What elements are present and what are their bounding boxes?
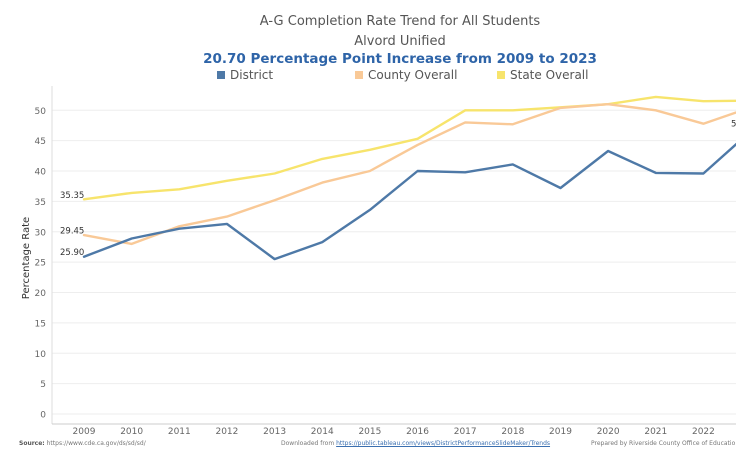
x-tick-label: 2017	[454, 427, 477, 437]
legend-swatch-county	[355, 71, 363, 79]
x-tick-label: 2020	[597, 427, 620, 437]
footer-downloaded-prefix: Downloaded from	[281, 440, 335, 447]
x-tick-label: 2010	[120, 427, 143, 437]
line-chart: 0 5 10 15 20 25 30 35 40 45 50 2009 2010 2011 2012 2013…	[21, 86, 736, 437]
x-tick-label: 2021	[644, 427, 667, 437]
series-line-county-overall[interactable]	[82, 102, 736, 246]
x-tick-label: 2011	[168, 427, 191, 437]
legend-label-state: State Overall	[510, 68, 589, 82]
legend-swatch-district	[217, 71, 225, 79]
series-line-state-overall[interactable]	[82, 95, 736, 201]
footer-source: Source: https://www.cde.ca.gov/ds/sd/sd/	[19, 440, 146, 447]
chart-subtitle-increase: 20.70 Percentage Point Increase from 200…	[203, 51, 597, 67]
y-tick-label: 5	[40, 380, 46, 390]
legend-item-county[interactable]: County Overall	[355, 68, 457, 82]
x-tick-label: 2014	[311, 427, 334, 437]
data-label-start-district: 25.90	[60, 248, 84, 258]
legend-label-district: District	[230, 68, 274, 82]
data-label-start-county-overall: 29.45	[60, 227, 84, 237]
footer-source-label: Source:	[19, 440, 45, 447]
x-tick-label: 2009	[73, 427, 96, 437]
y-tick-label: 30	[35, 228, 47, 238]
x-tick-label: 2013	[263, 427, 286, 437]
y-axis-label: Percentage Rate	[21, 217, 32, 299]
y-tick-label: 25	[35, 259, 46, 269]
footer-source-url: https://www.cde.ca.gov/ds/sd/sd/	[46, 440, 146, 447]
y-tick-label: 15	[35, 319, 46, 329]
footer-prepared-by: Prepared by Riverside County Office of E…	[591, 440, 736, 447]
legend-label-county: County Overall	[368, 68, 458, 82]
y-tick-label: 20	[35, 289, 47, 299]
data-label-end-county-overall: 5	[731, 120, 736, 130]
footer-downloaded: Downloaded from https://public.tableau.c…	[281, 440, 550, 447]
x-tick-label: 2015	[358, 427, 381, 437]
footer-downloaded-link[interactable]: https://public.tableau.com/views/Distric…	[336, 440, 551, 447]
y-tick-label: 40	[35, 168, 47, 178]
y-tick-label: 45	[35, 137, 46, 147]
y-tick-label: 50	[35, 107, 47, 117]
y-tick-label: 10	[35, 350, 47, 360]
x-tick-label: 2016	[406, 427, 429, 437]
y-tick-label: 35	[35, 198, 46, 208]
chart-subtitle-district: Alvord Unified	[354, 34, 446, 49]
x-tick-label: 2019	[549, 427, 572, 437]
legend-swatch-state	[497, 71, 505, 79]
y-tick-label: 0	[40, 411, 46, 421]
data-label-start-state-overall: 35.35	[60, 191, 84, 201]
x-tick-label: 2018	[501, 427, 524, 437]
x-tick-label: 2012	[215, 427, 238, 437]
chart-title: A-G Completion Rate Trend for All Studen…	[259, 14, 541, 29]
x-tick-label: 2022	[692, 427, 715, 437]
legend-item-state[interactable]: State Overall	[497, 68, 588, 82]
series-line-district[interactable]	[82, 131, 736, 261]
legend-item-district[interactable]: District	[217, 68, 273, 82]
